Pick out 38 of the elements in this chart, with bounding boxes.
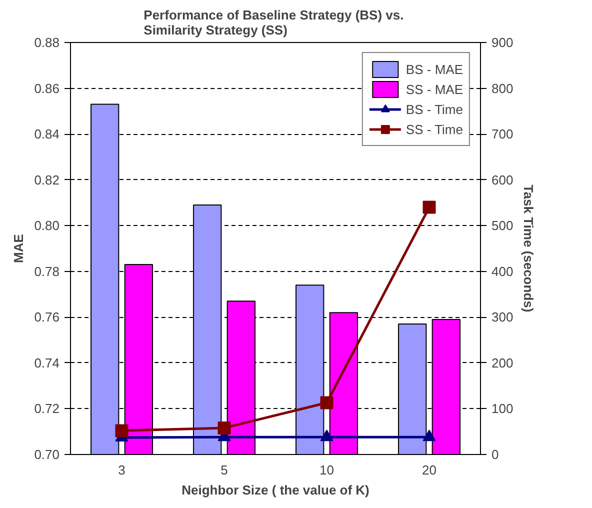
x-axis-title: Neighbor Size ( the value of K) <box>182 482 370 498</box>
point <box>320 396 334 410</box>
y-tick-label: 0.70 <box>34 447 60 462</box>
x-tick-label: 20 <box>422 462 436 478</box>
y2-tick-label: 0 <box>492 447 499 462</box>
legend-label: SS - Time <box>406 122 463 136</box>
y-axis-title: MAE <box>11 234 26 263</box>
legend-label: BS - Time <box>406 102 463 116</box>
y-tick-label: 0.84 <box>34 126 60 142</box>
point <box>320 430 334 442</box>
chart-title: Performance of Baseline Strategy (BS) vs. Similarity Strategy (SS) <box>144 8 404 38</box>
y-tick-label: 0.72 <box>34 401 60 416</box>
y2-tick-label: 500 <box>492 218 514 234</box>
y2-tick-label: 600 <box>492 172 514 188</box>
legend-label: BS - MAE <box>406 62 463 76</box>
y-tick-label: 0.74 <box>34 355 60 370</box>
y2-tick-label: 700 <box>492 126 514 142</box>
x-tick-label: 5 <box>220 462 228 478</box>
y2-tick-label: 400 <box>492 264 514 279</box>
y-tick-label: 0.78 <box>34 264 60 279</box>
x-tick-label: 10 <box>320 462 334 478</box>
x-tick-label: 3 <box>118 462 126 478</box>
y-tick-label: 0.86 <box>34 80 60 96</box>
point <box>422 200 436 214</box>
y-tick-label: 0.88 <box>34 35 60 50</box>
y2-tick-label: 200 <box>492 355 514 370</box>
y-tick-label: 0.80 <box>34 218 60 234</box>
y2-tick-label: 900 <box>492 35 514 50</box>
y-tick-label: 0.82 <box>34 172 60 188</box>
point <box>115 424 128 438</box>
y2-tick-label: 300 <box>492 310 514 325</box>
point <box>422 430 436 442</box>
y-tick-label: 0.76 <box>34 310 60 325</box>
point <box>218 421 231 434</box>
y2-tick-label: 100 <box>492 401 514 416</box>
y2-tick-label: 800 <box>492 80 514 96</box>
y2-axis-title: Task Time (seconds) <box>521 184 536 312</box>
legend-label: SS - MAE <box>406 82 463 96</box>
